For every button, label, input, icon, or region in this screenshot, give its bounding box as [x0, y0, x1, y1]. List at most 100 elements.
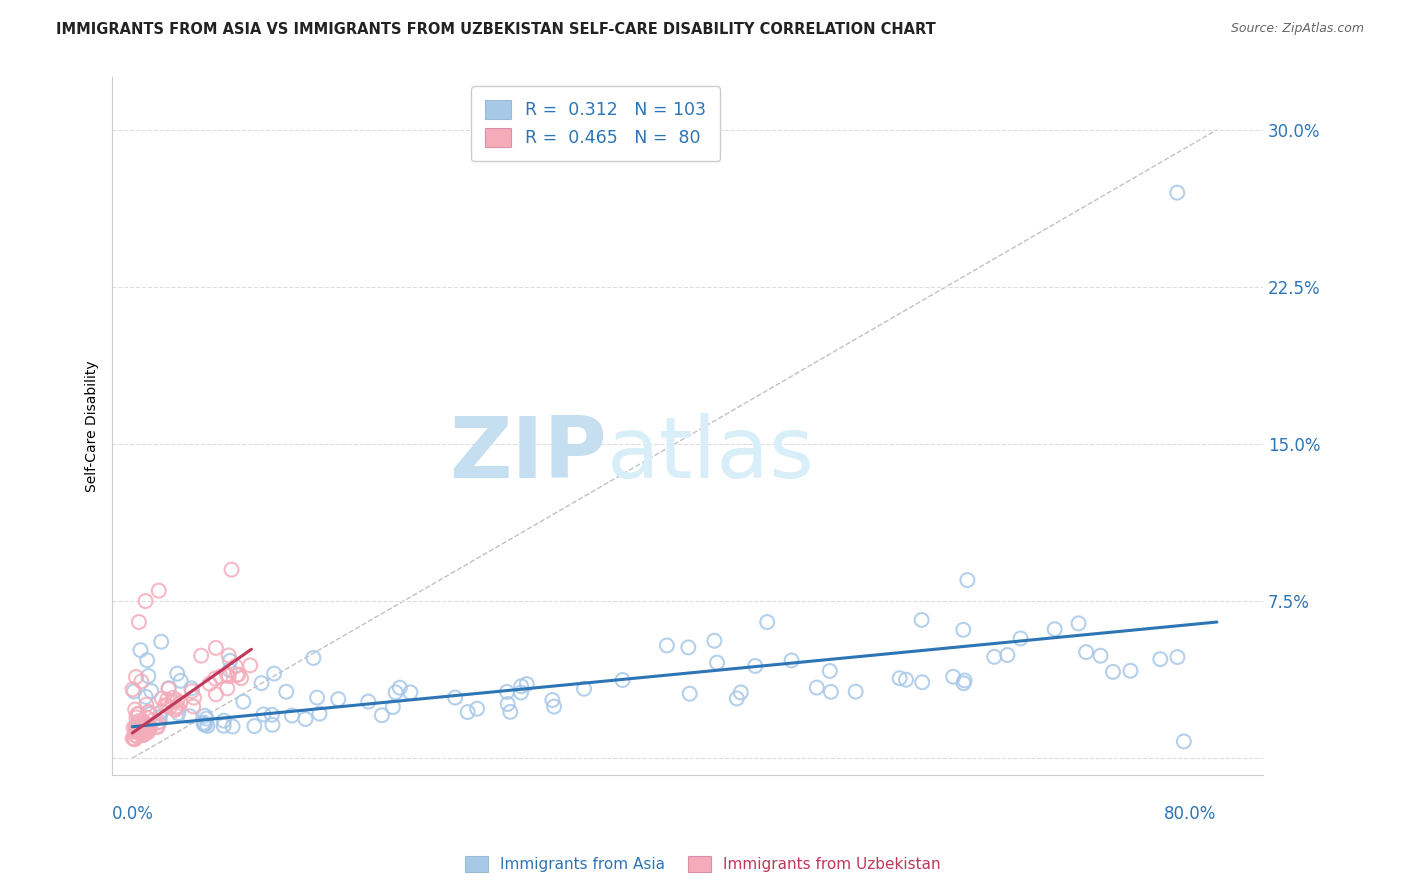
Point [136, 706, 159, 720]
Point [181, 684, 204, 698]
Point [250, 676, 273, 690]
Point [121, 682, 143, 697]
Point [150, 691, 173, 706]
Point [194, 708, 217, 723]
Point [229, 671, 252, 685]
Point [195, 712, 218, 726]
Point [122, 731, 145, 746]
Point [193, 715, 215, 730]
Point [205, 640, 228, 655]
Point [516, 677, 538, 691]
Point [239, 658, 262, 673]
Point [1149, 652, 1171, 666]
Point [132, 728, 155, 742]
Point [125, 723, 148, 738]
Point [128, 724, 150, 739]
Point [997, 648, 1019, 662]
Point [499, 705, 522, 719]
Point [127, 714, 149, 728]
Point [218, 663, 240, 677]
Point [125, 723, 148, 738]
Point [328, 692, 350, 706]
Point [399, 685, 422, 699]
Point [132, 728, 155, 742]
Point [205, 687, 228, 701]
Point [197, 719, 219, 733]
Point [150, 705, 173, 719]
Point [135, 690, 157, 704]
Point [679, 687, 702, 701]
Point [198, 677, 221, 691]
Point [139, 707, 162, 722]
Point [911, 613, 934, 627]
Point [806, 681, 828, 695]
Point [193, 717, 215, 731]
Point [156, 698, 179, 713]
Point [541, 693, 564, 707]
Point [219, 654, 242, 668]
Point [983, 649, 1005, 664]
Point [232, 695, 254, 709]
Point [165, 703, 187, 717]
Point [655, 639, 678, 653]
Point [146, 720, 169, 734]
Point [384, 685, 406, 699]
Point [122, 684, 145, 698]
Point [132, 714, 155, 729]
Point [124, 702, 146, 716]
Point [124, 728, 146, 742]
Point [134, 716, 156, 731]
Point [221, 719, 243, 733]
Point [911, 675, 934, 690]
Point [132, 717, 155, 731]
Text: IMMIGRANTS FROM ASIA VS IMMIGRANTS FROM UZBEKISTAN SELF-CARE DISABILITY CORRELAT: IMMIGRANTS FROM ASIA VS IMMIGRANTS FROM … [56, 22, 936, 37]
Point [260, 707, 283, 722]
Point [124, 732, 146, 747]
Point [894, 673, 917, 687]
Point [221, 563, 243, 577]
Point [381, 700, 404, 714]
Point [276, 685, 298, 699]
Point [281, 708, 304, 723]
Point [218, 648, 240, 663]
Point [496, 697, 519, 711]
Point [150, 634, 173, 648]
Point [204, 672, 226, 686]
Point [889, 671, 911, 685]
Point [1076, 645, 1098, 659]
Point [744, 659, 766, 673]
Point [169, 696, 191, 710]
Point [131, 728, 153, 742]
Point [128, 716, 150, 731]
Point [1119, 664, 1142, 678]
Point [1010, 632, 1032, 646]
Point [543, 699, 565, 714]
Text: ZIP: ZIP [450, 413, 607, 496]
Point [128, 615, 150, 629]
Point [243, 719, 266, 733]
Point [612, 673, 634, 687]
Point [135, 725, 157, 739]
Point [190, 648, 212, 663]
Point [302, 651, 325, 665]
Point [138, 723, 160, 737]
Point [730, 685, 752, 699]
Point [780, 653, 803, 667]
Point [226, 667, 249, 681]
Point [162, 690, 184, 705]
Point [308, 706, 330, 721]
Point [510, 685, 533, 699]
Y-axis label: Self-Care Disability: Self-Care Disability [86, 360, 100, 492]
Point [212, 714, 235, 728]
Point [307, 690, 329, 705]
Text: 0.0%: 0.0% [111, 805, 153, 823]
Point [162, 695, 184, 709]
Point [180, 681, 202, 696]
Point [457, 705, 479, 719]
Point [1166, 650, 1188, 665]
Point [167, 706, 190, 721]
Point [678, 640, 700, 655]
Text: atlas: atlas [607, 413, 815, 496]
Point [146, 715, 169, 730]
Point [125, 725, 148, 739]
